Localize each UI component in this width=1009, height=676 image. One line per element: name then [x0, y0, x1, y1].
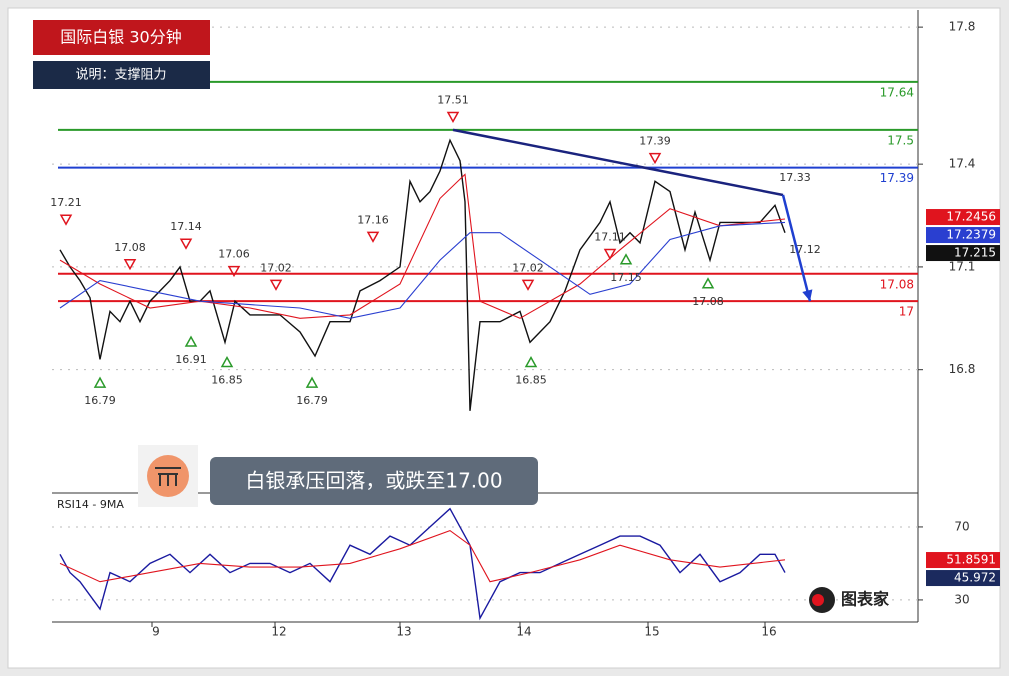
callout: 白银承压回落，或跌至17.00 [245, 469, 502, 493]
y-tick-label: 17.8 [949, 20, 976, 34]
pivot-label: 17.08 [692, 295, 724, 308]
x-tick-label: 12 [271, 625, 286, 639]
logo-icon [812, 594, 824, 606]
pivot-high [227, 265, 241, 278]
pivot-low [184, 335, 198, 347]
y-tick-label: 30 [954, 592, 969, 606]
price-tag [926, 570, 1000, 587]
pivot-label: 17.02 [260, 261, 292, 274]
pivot-high [179, 238, 193, 250]
frame [7, 7, 1001, 669]
logo-text: 图表家 [841, 590, 890, 609]
pivot-low [220, 356, 234, 368]
level-label: 17 [899, 305, 914, 319]
arrow [781, 194, 812, 302]
series-line [59, 507, 786, 621]
plot: 16.8 17.1 17.4 17.8 17.64 17.5 17.39 17.08 17 17.… [50, 20, 1000, 639]
series-line [59, 138, 786, 411]
pivot-low [93, 376, 107, 388]
pivot-high [648, 152, 662, 165]
panel-title: RSI14 - 9MA [57, 498, 124, 511]
price-tag [926, 227, 1000, 244]
pivot-low [619, 253, 633, 265]
x-tick-label: 9 [152, 625, 160, 639]
pivot-label: 16.79 [84, 394, 116, 407]
pivot-high [59, 214, 73, 226]
x-tick-label: 16 [761, 625, 776, 639]
trendline [452, 128, 784, 197]
pivot-label: 17.33 [779, 171, 811, 184]
pivot-low [524, 356, 538, 368]
price-tag-label: 45.972 [954, 571, 996, 585]
pivot-high [603, 248, 617, 261]
pivot-label: 16.91 [175, 353, 207, 366]
level-label: 17.39 [880, 171, 914, 185]
pivot-label: 17.39 [639, 135, 671, 148]
x-tick-label: 14 [516, 625, 531, 639]
pivot-label: 17.16 [357, 213, 389, 226]
level-label: 17.08 [880, 277, 914, 291]
level-label: 17.5 [887, 133, 914, 147]
level-label: 17.64 [880, 85, 914, 99]
chart-title: 国际白银 30分钟 [60, 28, 181, 47]
pivot-high [366, 231, 380, 243]
price-tag [926, 209, 1000, 226]
series-line [59, 529, 786, 583]
pivot-low [701, 277, 715, 289]
price-tag-label: 17.2456 [946, 210, 996, 224]
price-tag-label: 17.2379 [946, 228, 996, 242]
x-tick-label: 15 [644, 625, 659, 639]
x-tick-label: 13 [396, 625, 411, 639]
pivot-label: 17.51 [437, 93, 469, 106]
price-tag-label: 51.8591 [946, 553, 996, 567]
series-line [59, 221, 786, 319]
price-tag [926, 552, 1000, 569]
series-line [59, 173, 786, 319]
y-tick-label: 17.4 [949, 157, 976, 171]
y-tick-label: 16.8 [949, 362, 976, 376]
pivot-label: 17.02 [512, 261, 544, 274]
title-box [33, 20, 210, 55]
pivot-label: 16.85 [211, 374, 243, 387]
y-tick-label: 17.1 [949, 259, 976, 273]
pivot-label: 17.12 [789, 243, 821, 256]
pivot-low [305, 376, 319, 388]
pivot-label: 17.21 [50, 196, 82, 209]
arrow-head [802, 289, 813, 302]
price-tag-label: 17.215 [954, 246, 996, 260]
callout-box [210, 457, 538, 505]
pivot-label: 16.79 [296, 394, 328, 407]
icon-glyph [155, 467, 181, 486]
pivot-label: 16.85 [515, 374, 547, 387]
pivot-label: 17.11 [594, 230, 626, 243]
pivot-label: 17.14 [170, 220, 202, 233]
subtitle-box [33, 61, 210, 89]
pivot-label: 17.08 [114, 241, 146, 254]
pivot-label: 17.06 [218, 248, 250, 261]
price-tag [926, 245, 1000, 262]
subtitle: 说明：支撑阻力 [75, 68, 166, 83]
pivot-high [269, 279, 283, 291]
pivot-high [521, 279, 535, 291]
pivot-label: 17.15 [610, 271, 642, 284]
pivot-high [446, 111, 460, 124]
y-tick-label: 70 [954, 519, 969, 533]
pivot-high [123, 259, 137, 271]
